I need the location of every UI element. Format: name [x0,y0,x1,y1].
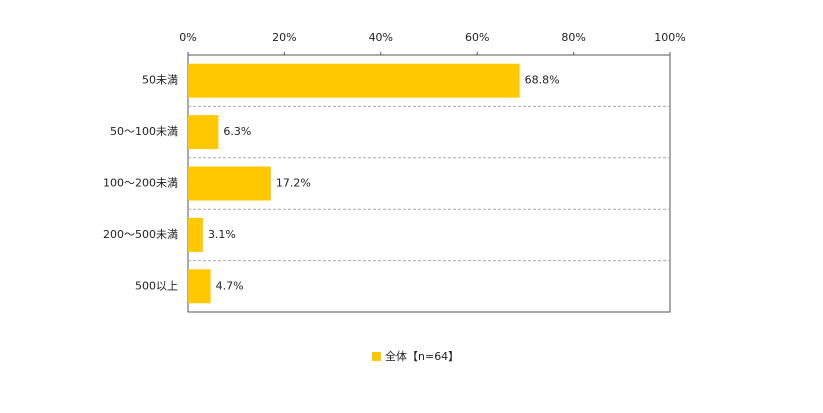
bar [188,269,211,304]
value-label: 17.2% [276,177,311,190]
y-tick-label: 500以上 [135,279,178,292]
value-label: 68.8% [525,74,560,87]
bar [188,166,271,201]
value-label: 4.7% [216,279,244,292]
bar [188,115,219,150]
y-tick-label: 50未満 [142,74,178,87]
bar [188,63,520,98]
x-tick-label: 100% [654,31,685,44]
y-tick-label: 100～200未満 [103,177,178,190]
value-label: 6.3% [223,125,251,138]
x-tick-label: 60% [465,31,489,44]
y-tick-label: 200～500未満 [103,228,178,241]
x-tick-label: 40% [369,31,393,44]
legend-swatch [372,352,381,361]
x-tick-label: 80% [561,31,585,44]
y-tick-label: 50～100未満 [110,125,178,138]
value-label: 3.1% [208,228,236,241]
x-tick-label: 0% [179,31,196,44]
bar [188,217,203,252]
x-tick-label: 20% [272,31,296,44]
legend-label: 全体【n=64】 [385,349,459,363]
